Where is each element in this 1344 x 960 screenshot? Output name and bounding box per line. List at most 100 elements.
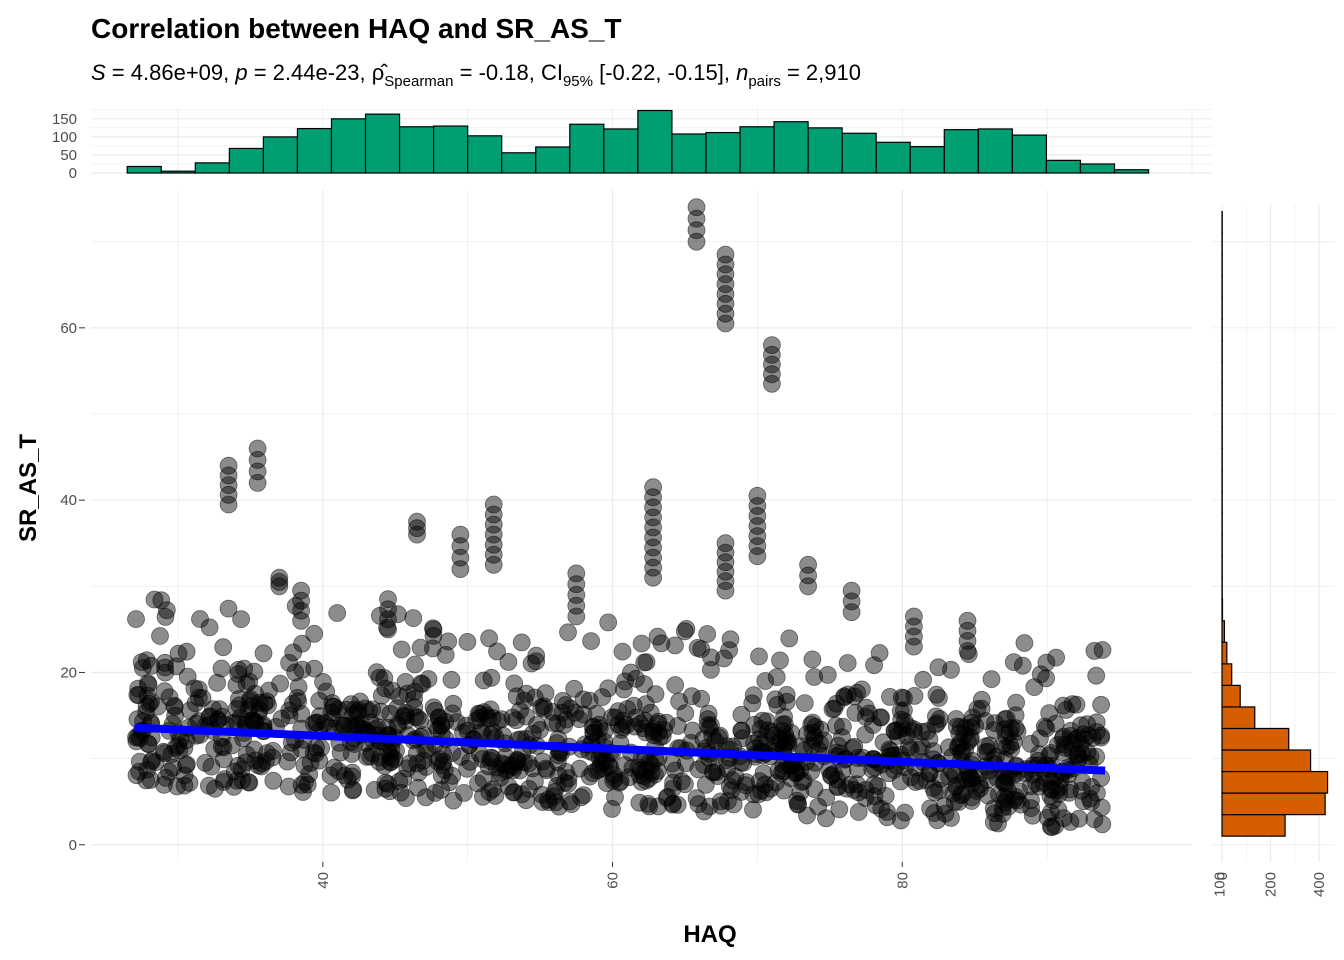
data-point [1031,729,1049,748]
data-point [748,496,767,515]
data-point [982,670,1001,688]
data-point [127,766,146,785]
data-point [178,667,197,686]
data-point [1006,706,1025,725]
data-point [175,776,194,795]
data-point [160,688,179,707]
right-hist-tick-label: 0 [1214,872,1231,880]
data-point [426,716,445,735]
data-point [716,285,735,303]
data-point [750,772,769,790]
data-point [716,304,735,323]
data-point [1013,656,1032,675]
data-point [905,617,923,636]
data-point [515,691,534,710]
top-hist-bar [501,152,537,174]
data-point [846,704,865,722]
y-tick-label: 40 [60,492,77,509]
data-point [503,756,521,775]
data-point [724,795,743,814]
data-point [283,694,302,713]
data-point [379,600,397,619]
top-hist-bar [569,123,605,174]
data-point [432,781,451,799]
data-point [966,716,985,735]
data-point [767,773,785,792]
data-point [142,656,161,675]
data-point [989,814,1007,833]
data-point [603,800,621,818]
data-point [155,775,173,794]
data-point [567,564,586,583]
data-point [443,704,462,723]
data-point [1040,746,1059,765]
subtitle-p-label: p [234,60,247,85]
top-hist-bar [637,109,673,174]
data-point [584,723,603,742]
data-point [561,699,580,718]
data-point [515,753,533,772]
data-point [582,632,600,650]
data-point [408,525,426,544]
data-point [748,537,767,555]
data-point [424,619,442,638]
data-point [822,766,840,785]
top-hist-bar [296,127,333,174]
data-point [379,590,397,609]
data-point [219,466,238,485]
data-point [559,774,578,793]
top-hist-bar [1079,163,1116,174]
data-point [292,611,311,630]
data-point [292,601,311,620]
right-hist-bar [1221,727,1290,751]
data-point [644,548,662,567]
data-point [527,646,546,665]
data-point [644,498,662,517]
data-point [775,781,793,800]
data-point [525,688,544,707]
data-point [387,741,405,760]
data-point [957,770,976,789]
data-point [599,679,618,698]
data-point [795,694,814,712]
data-point [416,788,435,807]
data-point [212,707,231,726]
right-histogram [1221,210,1329,837]
data-point [695,802,714,821]
data-point [1015,634,1034,652]
y-axis-title: SR_AS_T [15,434,42,542]
data-point [928,811,947,830]
data-point [748,517,767,535]
data-point [644,508,662,527]
data-point [424,620,443,639]
data-point [1046,714,1065,733]
data-point [799,566,817,585]
data-point [574,690,593,709]
data-point [763,365,781,384]
data-point [768,696,787,714]
data-point [805,668,824,686]
data-point [129,679,148,698]
data-point [1004,653,1023,671]
data-point [830,800,849,819]
top-hist-tick-label: 50 [60,147,77,164]
data-point [583,717,602,736]
data-point [169,736,188,755]
data-point [716,581,735,600]
data-point [958,642,977,660]
data-point [219,456,238,475]
data-point [716,245,735,264]
data-point [683,721,702,740]
data-point [1092,728,1110,747]
data-point [565,679,584,698]
data-point [635,653,654,672]
data-point [763,336,781,355]
data-point [914,670,932,689]
data-point [215,770,234,789]
data-point [406,655,424,674]
data-point [666,676,685,694]
data-point [719,792,737,810]
data-point [394,707,413,726]
subtitle-p-value: = 2.44e-23, [248,60,372,85]
